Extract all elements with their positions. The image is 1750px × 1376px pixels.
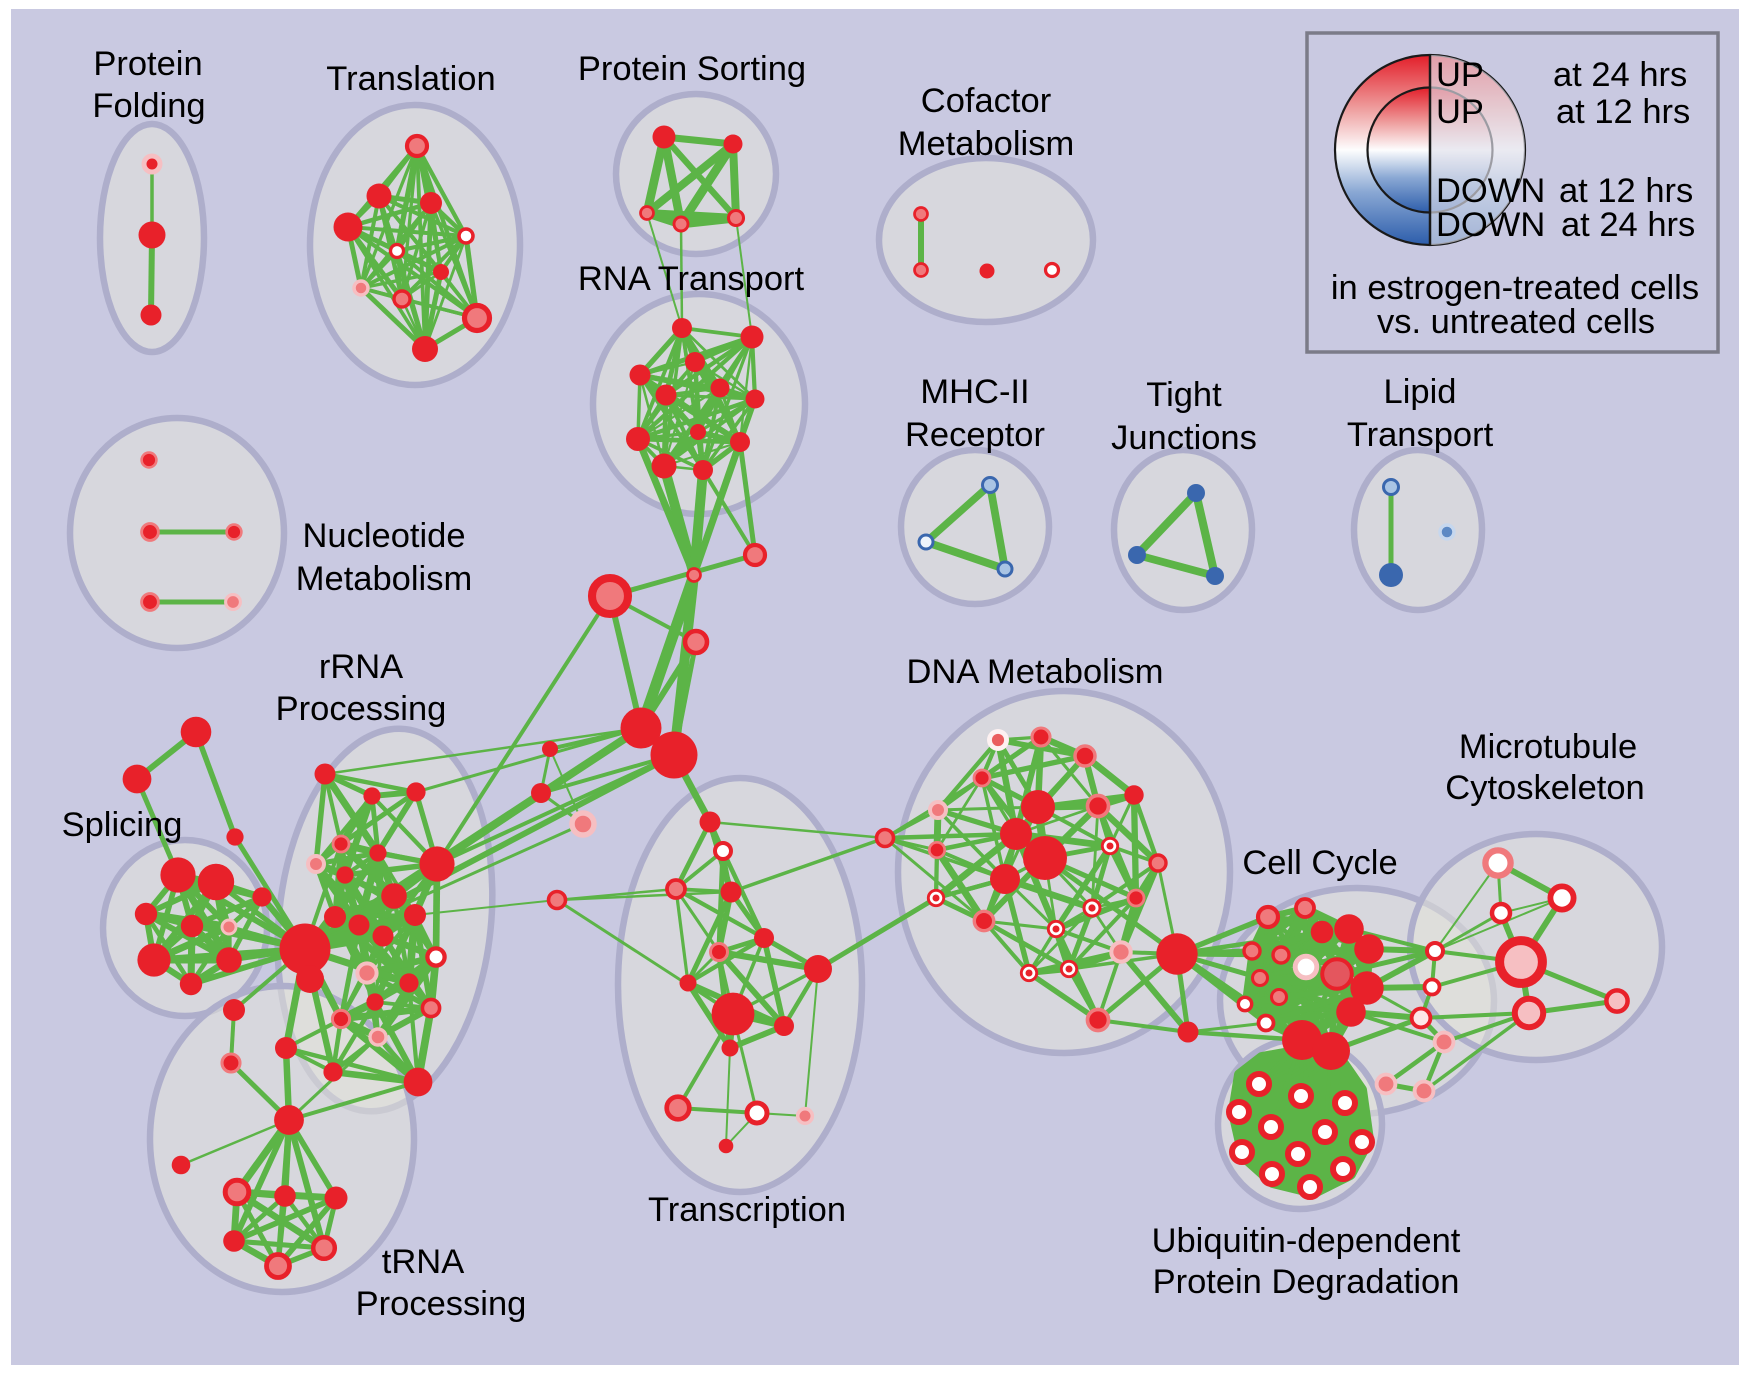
svg-text:Processing: Processing [276,690,447,728]
svg-text:Splicing: Splicing [62,806,183,844]
svg-text:Junctions: Junctions [1111,419,1257,457]
svg-text:UP: UP [1436,56,1484,94]
svg-text:MHC-II: MHC-II [920,373,1029,411]
svg-text:Cell Cycle: Cell Cycle [1242,844,1397,882]
svg-text:Metabolism: Metabolism [898,125,1074,163]
svg-text:Ubiquitin-dependent: Ubiquitin-dependent [1152,1222,1461,1260]
svg-text:Protein: Protein [93,45,202,83]
svg-text:Lipid: Lipid [1384,373,1457,411]
svg-text:at 24 hrs: at 24 hrs [1553,56,1687,94]
svg-text:UP: UP [1436,93,1484,131]
svg-text:Nucleotide: Nucleotide [302,517,465,555]
svg-text:Metabolism: Metabolism [296,560,472,598]
svg-text:Translation: Translation [326,60,495,98]
svg-text:Protein Sorting: Protein Sorting [578,50,806,88]
svg-text:rRNA: rRNA [319,648,403,686]
svg-text:tRNA: tRNA [382,1243,464,1281]
svg-text:Processing: Processing [356,1285,527,1323]
svg-text:Cofactor: Cofactor [921,82,1051,120]
svg-text:DNA Metabolism: DNA Metabolism [907,653,1164,691]
svg-text:DOWN: DOWN [1436,206,1545,244]
svg-text:Folding: Folding [92,87,205,125]
svg-text:Protein Degradation: Protein Degradation [1153,1263,1460,1301]
svg-text:in estrogen-treated cells: in estrogen-treated cells [1331,269,1699,307]
svg-text:at 24 hrs: at 24 hrs [1561,206,1695,244]
svg-text:Transport: Transport [1347,416,1494,454]
svg-text:Receptor: Receptor [905,416,1045,454]
svg-text:Transcription: Transcription [648,1191,846,1229]
svg-text:at 12 hrs: at 12 hrs [1556,93,1690,131]
svg-text:vs. untreated cells: vs. untreated cells [1377,303,1655,341]
svg-text:at 12 hrs: at 12 hrs [1559,172,1693,210]
svg-text:Tight: Tight [1146,376,1222,414]
svg-text:Microtubule: Microtubule [1459,728,1637,766]
svg-text:RNA Transport: RNA Transport [578,260,805,298]
svg-text:Cytoskeleton: Cytoskeleton [1445,769,1644,807]
svg-text:DOWN: DOWN [1436,172,1545,210]
